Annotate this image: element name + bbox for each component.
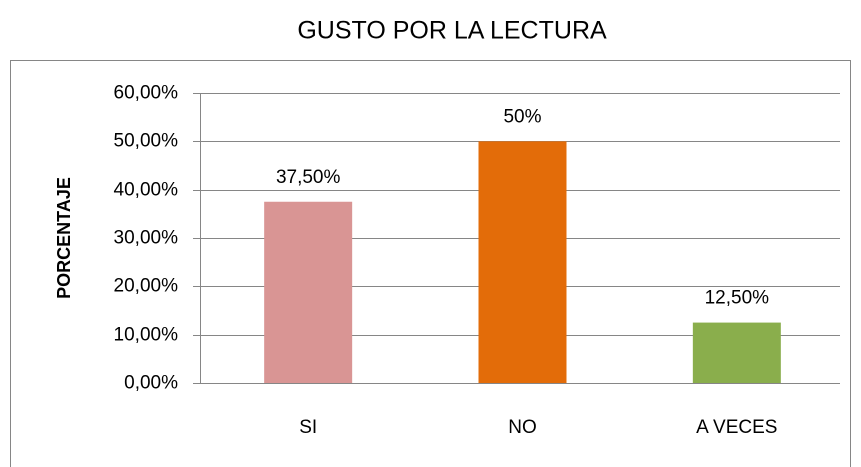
data-label: 37,50% xyxy=(276,167,341,188)
y-tick-label: 20,00% xyxy=(114,276,179,297)
data-label: 12,50% xyxy=(705,288,770,309)
y-tick-label: 50,00% xyxy=(114,131,179,152)
chart-frame xyxy=(10,60,851,467)
y-tick-label: 0,00% xyxy=(124,373,178,394)
x-tick-label: SI xyxy=(299,417,317,438)
bar xyxy=(692,322,781,383)
bar xyxy=(478,141,567,383)
chart-title: GUSTO POR LA LECTURA xyxy=(297,17,607,45)
y-tick-label: 40,00% xyxy=(114,180,179,201)
y-tick-label: 60,00% xyxy=(114,83,179,104)
x-tick-label: A VECES xyxy=(696,417,777,438)
y-tick-label: 30,00% xyxy=(114,228,179,249)
data-label: 50% xyxy=(503,106,541,127)
y-axis-label: PORCENTAJE xyxy=(54,177,74,299)
bar xyxy=(264,201,353,383)
y-tick-label: 10,00% xyxy=(114,325,179,346)
x-tick-label: NO xyxy=(508,417,537,438)
